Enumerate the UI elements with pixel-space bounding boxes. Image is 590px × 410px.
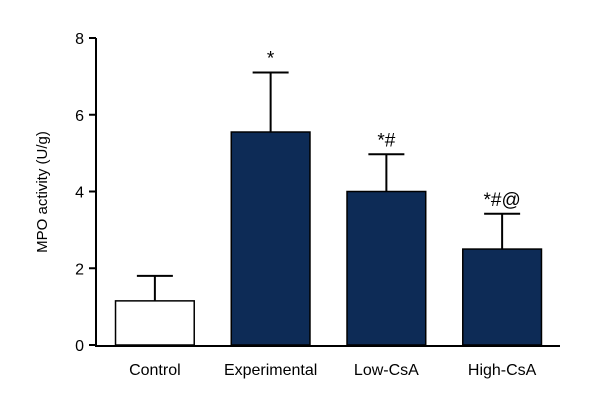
y-tick-label: 6 (75, 108, 84, 125)
bar-experimental (230, 131, 311, 346)
significance-label: *# (377, 130, 395, 151)
significance-marks: * *# *#@ (267, 49, 521, 211)
y-tick-label: 8 (75, 31, 84, 48)
y-tick-label: 2 (75, 261, 84, 278)
axes: 0 2 4 6 8 (75, 31, 560, 355)
x-tick-label: Low-CsA (354, 362, 419, 379)
error-bars (136, 71, 521, 301)
x-tick-label: High-CsA (468, 362, 537, 379)
bar-low-csa (346, 190, 427, 346)
y-tick-label: 0 (75, 338, 84, 355)
bars (114, 131, 543, 346)
x-tick-label: Experimental (224, 362, 317, 379)
bar-high-csa (462, 248, 543, 346)
y-axis-title: MPO activity (U/g) (34, 131, 51, 253)
x-tick-labels: Control Experimental Low-CsA High-CsA (129, 362, 537, 379)
significance-label: * (267, 49, 275, 70)
bar-control (114, 300, 195, 346)
significance-label: *#@ (484, 190, 521, 211)
y-tick-label: 4 (75, 185, 84, 202)
x-tick-label: Control (129, 362, 181, 379)
